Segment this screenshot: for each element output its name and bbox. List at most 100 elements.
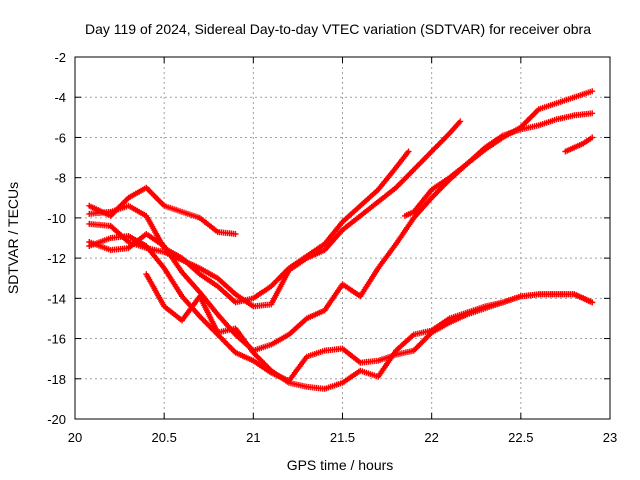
- data-point: [502, 134, 504, 137]
- data-point: [234, 333, 237, 336]
- data-point: [199, 315, 201, 318]
- data-point: [216, 231, 219, 233]
- data-point: [109, 225, 112, 227]
- data-point: [377, 201, 379, 203]
- data-point: [537, 108, 540, 111]
- y-tick-label: -16: [47, 332, 66, 347]
- data-point: [199, 291, 201, 294]
- data-point: [288, 333, 290, 336]
- data-point: [270, 369, 272, 372]
- x-tick-label: 22.5: [508, 430, 533, 445]
- data-point: [573, 293, 576, 296]
- data-point: [359, 361, 362, 364]
- data-point: [341, 347, 344, 350]
- data-point: [252, 351, 255, 354]
- data-point: [555, 102, 558, 105]
- data-point: [306, 355, 308, 358]
- series-markers: [562, 134, 596, 155]
- data-point: [413, 217, 415, 219]
- data-point: [395, 166, 397, 169]
- data-point: [430, 150, 433, 153]
- y-tick-label: -20: [47, 412, 66, 427]
- data-point: [234, 301, 237, 304]
- data-point: [127, 241, 130, 243]
- data-point: [145, 273, 148, 276]
- data-point: [288, 382, 290, 384]
- data-point: [573, 96, 576, 99]
- data-point: [564, 150, 567, 153]
- data-point: [163, 205, 165, 207]
- data-point: [323, 243, 326, 245]
- data-point: [163, 267, 165, 269]
- data-point: [341, 229, 344, 231]
- data-point: [430, 188, 433, 191]
- data-point: [88, 241, 91, 243]
- data-point: [459, 120, 462, 123]
- y-tick-label: -14: [47, 291, 66, 306]
- data-point: [145, 245, 148, 247]
- data-point: [199, 217, 201, 219]
- series-track-8: [562, 134, 596, 155]
- data-point: [555, 118, 558, 121]
- data-point: [413, 349, 415, 352]
- chart-title: Day 119 of 2024, Sidereal Day-to-day VTE…: [85, 21, 591, 37]
- data-series: [86, 88, 596, 392]
- data-point: [127, 205, 130, 207]
- y-tick-label: -12: [47, 251, 66, 266]
- data-point: [404, 215, 406, 217]
- series-track-7: [401, 110, 596, 219]
- data-point: [395, 243, 397, 245]
- data-point: [88, 205, 91, 207]
- data-point: [252, 359, 255, 362]
- data-point: [555, 293, 558, 296]
- data-point: [448, 317, 451, 320]
- data-point: [359, 215, 362, 217]
- data-point: [270, 343, 272, 346]
- data-point: [537, 124, 540, 127]
- data-point: [591, 90, 593, 92]
- data-point: [216, 331, 219, 334]
- data-point: [413, 168, 415, 171]
- data-point: [306, 386, 308, 388]
- y-tick-label: -10: [47, 211, 66, 226]
- data-point: [537, 293, 540, 296]
- data-point: [163, 251, 165, 253]
- data-point: [199, 273, 201, 276]
- x-tick-label: 23: [603, 430, 617, 445]
- data-point: [163, 245, 165, 247]
- data-point: [306, 257, 308, 259]
- data-point: [323, 249, 326, 251]
- series-track-5: [86, 233, 596, 384]
- series-markers: [86, 233, 596, 384]
- data-point: [591, 136, 593, 139]
- data-point: [359, 205, 362, 207]
- data-point: [127, 247, 130, 249]
- data-point: [270, 285, 272, 288]
- series-markers: [401, 110, 596, 219]
- data-point: [323, 388, 326, 390]
- x-tick-label: 22: [424, 430, 438, 445]
- data-point: [341, 382, 344, 384]
- y-tick-label: -2: [54, 50, 66, 65]
- data-point: [573, 146, 576, 149]
- data-point: [199, 295, 201, 298]
- x-tick-label: 20: [68, 430, 82, 445]
- data-point: [591, 301, 593, 304]
- data-point: [181, 271, 183, 273]
- data-point: [341, 221, 344, 223]
- y-tick-label: -8: [54, 171, 66, 186]
- x-axis-label: GPS time / hours: [287, 457, 394, 473]
- data-point: [181, 319, 183, 322]
- data-point: [234, 293, 237, 296]
- data-point: [520, 128, 522, 131]
- data-point: [127, 196, 130, 199]
- data-point: [127, 235, 130, 237]
- data-point: [377, 375, 379, 378]
- data-point: [234, 351, 237, 354]
- data-point: [88, 213, 91, 215]
- series-markers: [86, 148, 412, 306]
- data-point: [377, 359, 379, 362]
- data-point: [306, 317, 308, 320]
- data-point: [270, 303, 272, 306]
